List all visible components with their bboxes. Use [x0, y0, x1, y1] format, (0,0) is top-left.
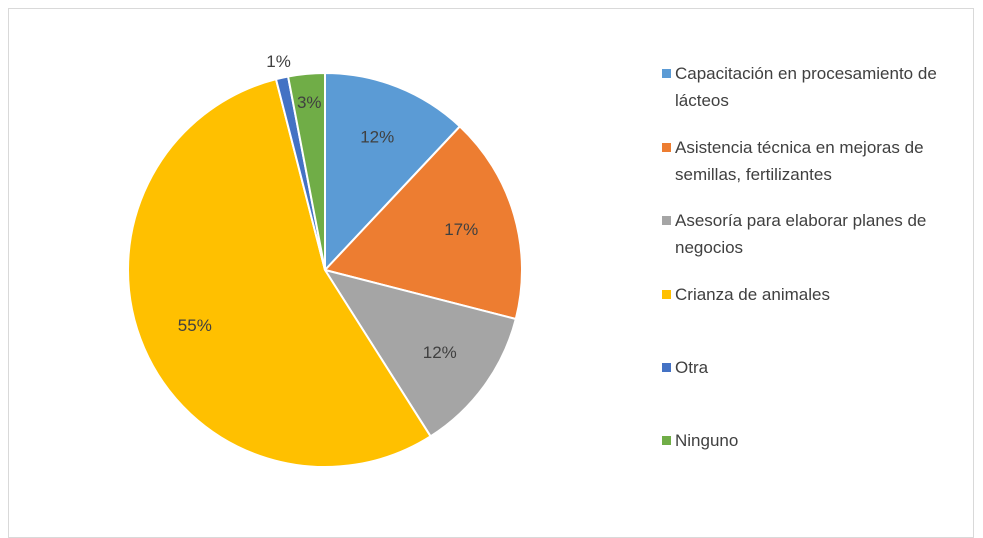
- legend-item: Otra: [662, 356, 962, 381]
- legend-swatch: [662, 69, 671, 78]
- pie-slice: [127, 77, 432, 468]
- chart: 12% 17% 12% 55% 1% 3%: [127, 52, 523, 468]
- legend-item: Capacitación en procesamiento de lácteos: [662, 62, 962, 114]
- legend-label: Asistencia técnica en mejoras de semilla…: [675, 138, 924, 184]
- legend-item: Crianza de animales: [662, 283, 962, 308]
- legend-label: Capacitación en procesamiento de lácteos: [675, 64, 937, 110]
- legend-label: Asesoría para elaborar planes de negocio…: [675, 211, 927, 257]
- legend-swatch: [662, 216, 671, 225]
- data-label: 17%: [444, 220, 478, 239]
- data-label: 12%: [360, 128, 394, 147]
- legend-label: Ninguno: [675, 431, 739, 450]
- legend-swatch: [662, 290, 671, 299]
- legend-swatch: [662, 363, 671, 372]
- legend-swatch: [662, 143, 671, 152]
- data-label: 12%: [423, 343, 457, 362]
- pie-slice: [322, 268, 518, 438]
- legend-label: Crianza de animales: [675, 285, 830, 304]
- pie-slice: [286, 71, 326, 271]
- legend-item: Ninguno: [662, 429, 962, 454]
- data-label: 1%: [266, 52, 291, 71]
- legend-swatch: [662, 436, 671, 445]
- legend-label: Otra: [675, 358, 709, 377]
- data-label: 3%: [297, 93, 322, 112]
- legend-item: Asistencia técnica en mejoras de semilla…: [662, 136, 962, 188]
- data-label: 55%: [178, 316, 212, 335]
- pie-slice: [323, 124, 523, 321]
- legend-item: Asesoría para elaborar planes de negocio…: [662, 209, 962, 261]
- pie-slice: [324, 71, 462, 273]
- page: 12% 17% 12% 55% 1% 3% Capacitación en procesa…: [8, 8, 974, 538]
